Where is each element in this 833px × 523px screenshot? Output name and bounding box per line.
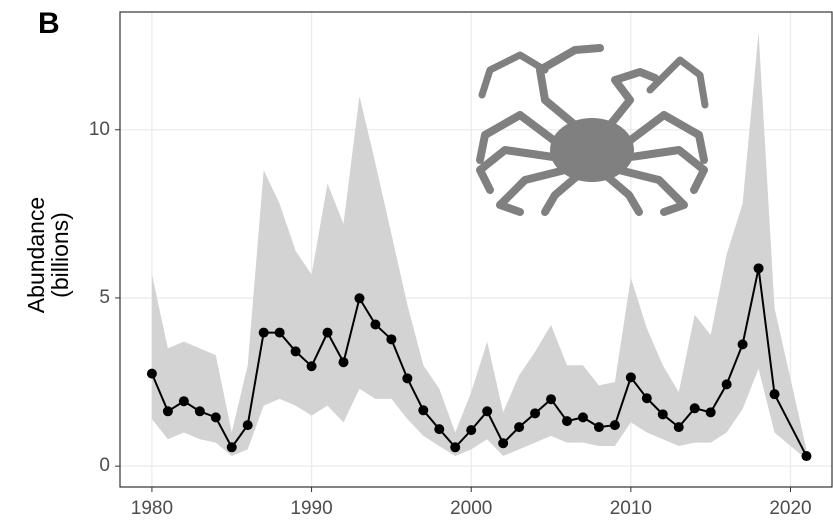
data-point <box>769 389 780 400</box>
data-point <box>514 422 525 433</box>
data-point <box>274 327 285 338</box>
data-point <box>753 263 764 274</box>
data-point <box>577 412 588 423</box>
x-tick-label: 1990 <box>290 498 332 519</box>
x-tick-label: 2020 <box>769 498 811 519</box>
data-point <box>689 403 700 414</box>
data-point <box>306 361 317 372</box>
data-point <box>482 406 493 417</box>
data-point <box>673 422 684 433</box>
data-point <box>466 425 477 436</box>
data-point <box>194 406 205 417</box>
data-point <box>258 327 269 338</box>
data-point <box>801 451 812 462</box>
data-point <box>226 442 237 453</box>
confidence-band <box>151 32 807 460</box>
data-point <box>657 409 668 420</box>
x-tick-label: 2010 <box>610 498 652 519</box>
data-point <box>418 405 429 416</box>
data-point <box>561 416 572 427</box>
crab-icon <box>476 44 709 216</box>
y-tick-label: 0 <box>99 455 110 476</box>
data-point <box>290 346 301 357</box>
data-point <box>609 420 620 431</box>
data-point <box>450 442 461 453</box>
data-point <box>386 334 397 345</box>
data-point <box>178 396 189 407</box>
data-point <box>210 412 221 423</box>
x-tick-label: 2000 <box>450 498 492 519</box>
data-point <box>146 368 157 379</box>
y-axis-label: Abundance <box>23 197 49 313</box>
y-tick-label: 5 <box>99 287 110 308</box>
data-point <box>338 357 349 368</box>
data-point <box>705 407 716 418</box>
data-point <box>546 394 557 405</box>
data-point <box>737 339 748 350</box>
data-point <box>434 424 445 435</box>
data-point <box>593 422 604 433</box>
x-tick-label: 1980 <box>131 498 173 519</box>
data-point <box>402 373 413 384</box>
data-point <box>625 372 636 383</box>
y-tick-label: 10 <box>89 119 110 140</box>
data-point <box>242 420 253 431</box>
plot-border <box>119 11 833 488</box>
plot-area <box>120 12 832 487</box>
data-point <box>721 379 732 390</box>
data-point <box>322 327 333 338</box>
data-point <box>162 406 173 417</box>
panel-label: B <box>38 7 60 40</box>
data-point <box>530 408 541 419</box>
data-point <box>370 319 381 330</box>
y-axis-label: (billions) <box>47 212 73 298</box>
data-point <box>354 293 365 304</box>
data-point <box>498 438 509 449</box>
data-point <box>641 393 652 404</box>
